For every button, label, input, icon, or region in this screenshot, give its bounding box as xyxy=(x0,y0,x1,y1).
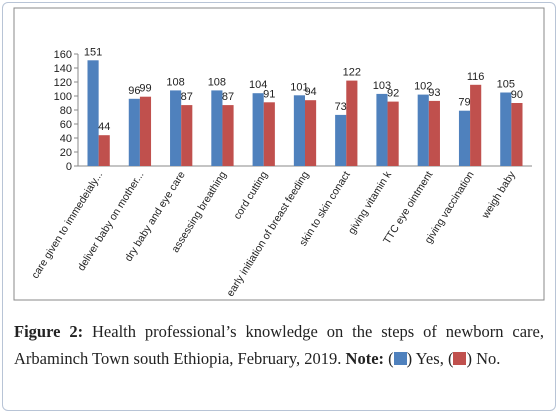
data-label: 108 xyxy=(166,76,184,88)
bar xyxy=(417,94,429,166)
y-tick-label: 60 xyxy=(60,119,72,131)
y-tick-label: 100 xyxy=(54,91,72,103)
bar xyxy=(98,135,110,166)
data-label: 93 xyxy=(428,87,440,99)
bar xyxy=(428,100,440,166)
y-tick-label: 80 xyxy=(60,105,72,117)
data-label: 73 xyxy=(335,101,347,113)
data-label: 151 xyxy=(84,46,102,58)
y-tick-label: 0 xyxy=(66,161,72,173)
x-tick-label: giving vitamin k xyxy=(346,169,395,237)
bar xyxy=(170,90,182,166)
bar xyxy=(87,60,99,166)
y-tick-label: 120 xyxy=(54,77,72,89)
data-label: 108 xyxy=(208,76,226,88)
bar xyxy=(222,105,234,166)
bar xyxy=(252,93,264,166)
x-tick-label: early initiation of breast feeding xyxy=(224,169,311,299)
y-tick-label: 20 xyxy=(60,147,72,159)
x-tick-label: care given to immedeialy... xyxy=(29,169,105,281)
bar xyxy=(211,90,223,166)
chart-border xyxy=(13,7,545,301)
data-label: 99 xyxy=(139,83,151,95)
chart: 0 20 40 60 80 100 120 140 160 care given to immed… xyxy=(13,7,545,301)
y-tick-label: 40 xyxy=(60,133,72,145)
caption-note: Note: xyxy=(345,349,385,368)
y-tick-label: 160 xyxy=(54,49,72,61)
bar xyxy=(376,93,388,166)
bar xyxy=(511,103,523,166)
caption: Figure 2: Health professional’s knowledg… xyxy=(14,322,544,368)
caption-text: Health professional’s knowledge on the s… xyxy=(14,322,544,368)
bar xyxy=(181,105,193,166)
data-label: 79 xyxy=(458,97,470,109)
data-label: 96 xyxy=(128,85,140,97)
bar xyxy=(346,80,358,166)
legend-label: Yes xyxy=(415,349,440,368)
data-label: 87 xyxy=(222,91,234,103)
data-label: 92 xyxy=(387,88,399,100)
bar xyxy=(128,98,140,166)
data-label: 104 xyxy=(249,79,267,91)
bar xyxy=(335,114,347,166)
bar xyxy=(305,100,317,166)
data-label: 87 xyxy=(181,91,193,103)
bar xyxy=(387,101,399,166)
data-label: 101 xyxy=(290,81,308,93)
bar xyxy=(293,95,305,166)
bar xyxy=(470,84,482,166)
data-label: 116 xyxy=(467,71,485,83)
y-tick-label: 140 xyxy=(54,63,72,75)
data-label: 102 xyxy=(414,81,432,93)
caption-label: Figure 2: xyxy=(14,322,84,341)
data-label: 44 xyxy=(98,121,110,133)
legend-swatch xyxy=(453,352,467,365)
bar xyxy=(458,110,471,166)
bar xyxy=(500,92,512,166)
data-label: 103 xyxy=(373,80,391,92)
legend-label: No xyxy=(476,349,497,368)
bar xyxy=(263,102,275,166)
x-tick-label: cord cutting xyxy=(231,169,270,222)
data-label: 122 xyxy=(343,67,361,79)
data-label: 91 xyxy=(263,88,275,100)
legend-swatch xyxy=(393,352,407,365)
data-label: 94 xyxy=(304,86,316,98)
bar xyxy=(139,96,152,166)
data-label: 90 xyxy=(511,89,523,101)
data-label: 105 xyxy=(497,79,515,91)
x-tick-label: weigh baby xyxy=(479,169,518,222)
